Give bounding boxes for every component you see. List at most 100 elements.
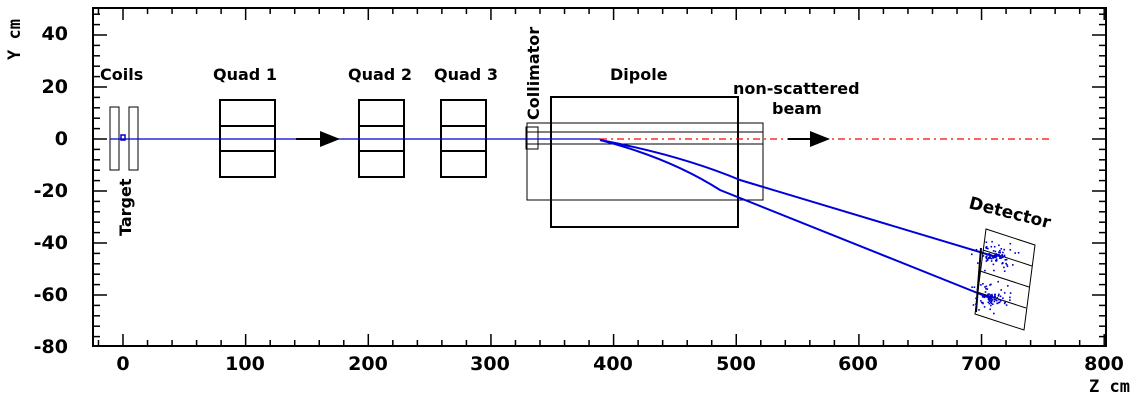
detector-hit bbox=[1009, 296, 1011, 299]
detector-hit bbox=[987, 301, 990, 304]
detector-hit bbox=[1012, 264, 1014, 266]
detector-hit bbox=[999, 249, 1001, 252]
detector-hit bbox=[989, 295, 992, 298]
detector-hit bbox=[1000, 289, 1002, 291]
detector-hit bbox=[971, 286, 973, 288]
detector-hit bbox=[999, 251, 1001, 254]
target-marker bbox=[120, 134, 126, 141]
detector-hit bbox=[987, 297, 990, 299]
x-axis-title: Z cm bbox=[1089, 377, 1130, 397]
detector-hit bbox=[985, 285, 988, 288]
detector-hit bbox=[995, 253, 998, 256]
detector-hit bbox=[990, 300, 993, 303]
detector-hit bbox=[980, 284, 982, 286]
detector-hit bbox=[971, 253, 973, 256]
detector-hit bbox=[998, 301, 1001, 303]
detector-hit bbox=[1003, 292, 1006, 294]
detector-hit bbox=[1000, 256, 1002, 259]
detector-hit bbox=[993, 245, 996, 248]
detector-hit bbox=[1003, 248, 1005, 251]
detector-hit bbox=[992, 303, 994, 305]
dipole-chamber bbox=[526, 122, 764, 201]
x-tick-label-400: 400 bbox=[593, 353, 633, 375]
detector-hit bbox=[1001, 254, 1004, 257]
detector-hit bbox=[982, 283, 984, 285]
detector-hit bbox=[991, 256, 994, 258]
detector-hit bbox=[981, 294, 984, 296]
detector-hit bbox=[990, 304, 992, 307]
trajectory-lower bbox=[599, 139, 991, 299]
x-tick-label-800: 800 bbox=[1084, 353, 1124, 375]
beam-label-line2: beam bbox=[772, 99, 822, 118]
y-tick-label-minus80: -80 bbox=[34, 336, 68, 358]
detector-hit bbox=[990, 297, 992, 299]
beam-label-line1: non-scattered bbox=[733, 79, 860, 98]
detector-hit bbox=[990, 257, 993, 260]
detector-hit bbox=[985, 288, 987, 290]
x-tick-label-0: 0 bbox=[116, 353, 129, 375]
detector-hit bbox=[1009, 249, 1012, 251]
detector-hit bbox=[1017, 252, 1020, 254]
detector-hit bbox=[990, 299, 992, 302]
detector-hit bbox=[999, 295, 1002, 298]
detector-hit bbox=[986, 288, 989, 290]
detector-hit bbox=[990, 254, 992, 257]
detector-hit bbox=[998, 255, 1001, 257]
detector-hit bbox=[1005, 262, 1007, 265]
detector-hit bbox=[1009, 242, 1012, 245]
detector-hit bbox=[992, 263, 995, 266]
detector-hit bbox=[991, 296, 994, 299]
detector-hit bbox=[1001, 256, 1004, 259]
detector-hit bbox=[994, 250, 997, 253]
detector-hit bbox=[1009, 299, 1011, 301]
detector-hit bbox=[997, 295, 1000, 297]
detector-hit bbox=[1014, 252, 1016, 254]
detector-hit bbox=[982, 302, 984, 305]
detector-hit bbox=[1003, 270, 1006, 272]
detector-hit bbox=[999, 255, 1002, 258]
detector-hit bbox=[991, 293, 993, 296]
detector-hit bbox=[993, 298, 996, 301]
detector-hit bbox=[995, 259, 997, 262]
detector-hit bbox=[981, 296, 984, 298]
detector-hit bbox=[975, 303, 977, 305]
detector-hit bbox=[993, 312, 995, 315]
detector-hit bbox=[985, 260, 988, 262]
quad3-label: Quad 3 bbox=[434, 65, 498, 84]
detector-hit bbox=[988, 302, 991, 305]
detector-hit bbox=[998, 298, 1000, 301]
quad1-label: Quad 1 bbox=[213, 65, 277, 84]
detector-hit bbox=[977, 262, 979, 264]
detector-hit bbox=[982, 255, 985, 257]
detector-hit bbox=[1009, 292, 1012, 294]
y-tick-label-0: 0 bbox=[55, 128, 68, 150]
detector-hit bbox=[985, 257, 988, 260]
detector-hit bbox=[986, 259, 989, 261]
y-tick-label-minus40: -40 bbox=[34, 232, 68, 254]
dipole-label: Dipole bbox=[610, 65, 668, 84]
y-tick-label-40: 40 bbox=[42, 23, 68, 45]
detector-label: Detector bbox=[967, 193, 1054, 233]
detector-hit bbox=[997, 253, 1000, 256]
detector-hit bbox=[994, 293, 996, 296]
detector-hit bbox=[997, 280, 999, 283]
detector-hit bbox=[984, 295, 986, 298]
detector-hit bbox=[980, 301, 983, 304]
quad2-label: Quad 2 bbox=[348, 65, 412, 84]
x-tick-label-100: 100 bbox=[225, 353, 265, 375]
detector-hit bbox=[975, 297, 977, 300]
y-tick-label-minus20: -20 bbox=[34, 180, 68, 202]
detector-hit bbox=[1003, 266, 1005, 269]
detector bbox=[974, 228, 1036, 331]
detector-hit bbox=[987, 298, 990, 300]
coils-label: Coils bbox=[100, 65, 143, 84]
x-tick-label-500: 500 bbox=[716, 353, 756, 375]
detector-hit bbox=[1004, 259, 1007, 261]
detector-hit bbox=[991, 299, 994, 301]
detector-hit bbox=[994, 295, 996, 298]
detector-hit bbox=[1002, 297, 1004, 299]
detector-hit bbox=[989, 308, 991, 311]
detector-hit bbox=[990, 245, 993, 248]
detector-hit bbox=[1003, 302, 1006, 305]
detector-hit bbox=[992, 297, 995, 299]
